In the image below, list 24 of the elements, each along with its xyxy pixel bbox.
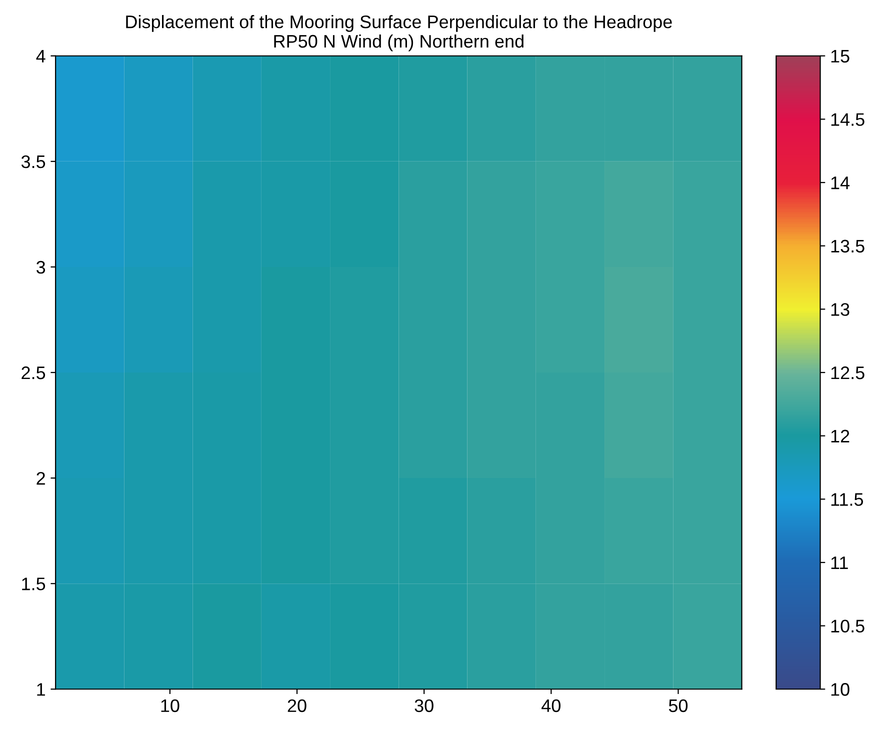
- y-tick-label: 1: [37, 683, 45, 696]
- color-bar-label: 13.5: [831, 240, 864, 253]
- color-bar-label: 11.5: [831, 493, 864, 506]
- y-tick-label: 2.5: [22, 366, 46, 380]
- color-bar-label: 11: [831, 556, 848, 570]
- x-tick-label: 30: [414, 699, 434, 712]
- y-tick-label: 4: [36, 50, 46, 62]
- x-tick-label: 40: [542, 699, 560, 712]
- chart-title: Displacement of the Mooring Surface Perpendicular to the Headrope RP50 N Wind (m) Northern end: [126, 15, 672, 52]
- color-bar-label: 12: [831, 430, 850, 442]
- x-tick-label: 20: [288, 699, 306, 712]
- x-tick-label: 10: [161, 699, 180, 712]
- color-bar-label: 10.5: [831, 620, 864, 633]
- color-bar-label: 15: [831, 50, 850, 63]
- x-tick-label: 50: [668, 699, 688, 712]
- y-tick-label: 3: [36, 260, 46, 274]
- y-tick-label: 2: [36, 472, 45, 485]
- color-bar-label: 14: [831, 176, 850, 190]
- color-bar-label: 14.5: [831, 113, 864, 126]
- y-tick-label: 3.5: [21, 155, 46, 168]
- color-bar-label: 10: [831, 683, 850, 696]
- y-tick-label: 1.5: [22, 578, 46, 590]
- color-bar-label: 12.5: [831, 366, 864, 380]
- color-bar-label: 13: [831, 303, 850, 316]
